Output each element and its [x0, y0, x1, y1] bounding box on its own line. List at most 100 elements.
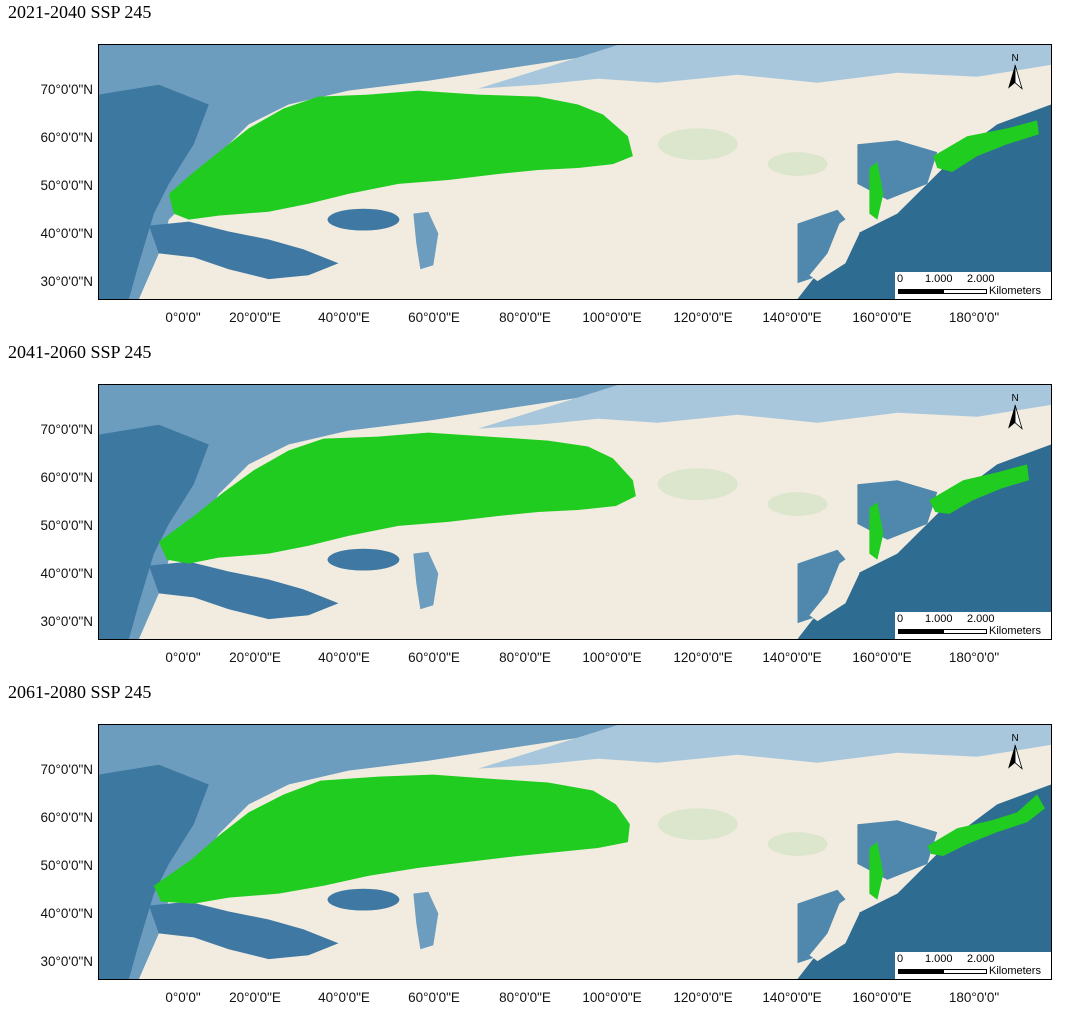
latitude-label: 60°0'0"N	[40, 470, 93, 485]
longitude-label: 100°0'0"E	[582, 650, 642, 665]
scale-bar-black	[898, 629, 944, 634]
longitude-label: 80°0'0"E	[499, 310, 551, 325]
vegetation-patch	[657, 808, 738, 841]
latitude-label: 30°0'0"N	[40, 614, 93, 629]
longitude-label: 120°0'0"E	[673, 310, 733, 325]
caspian-sea	[413, 211, 439, 270]
panel-title: 2021-2040 SSP 245	[8, 2, 152, 22]
longitude-label: 140°0'0"E	[762, 990, 822, 1005]
black-sea	[327, 888, 400, 911]
longitude-label: 60°0'0"E	[408, 310, 460, 325]
map-frame: N 0 1.000 2.000 Kilometers	[98, 44, 1052, 300]
scale-tick-0: 0	[897, 953, 904, 965]
panel-title: 2041-2060 SSP 245	[8, 342, 152, 362]
scale-bar-white	[943, 629, 987, 634]
longitude-label: 100°0'0"E	[582, 310, 642, 325]
arctic-ocean	[478, 45, 1051, 89]
scale-unit: Kilometers	[989, 965, 1041, 977]
latitude-label: 50°0'0"N	[40, 518, 93, 533]
scale-unit: Kilometers	[989, 625, 1041, 637]
latitude-label: 70°0'0"N	[40, 422, 93, 437]
scale-tick-1: 1.000	[925, 953, 953, 965]
longitude-label: 40°0'0"E	[318, 650, 370, 665]
suitable-habitat-europe	[153, 774, 630, 904]
mediterranean-sea	[148, 221, 339, 280]
suitable-habitat-europe	[158, 432, 636, 564]
longitude-label: 20°0'0"E	[229, 650, 281, 665]
map-panel-1: 2021-2040 SSP 245 70°0'0"N 60°0'0"N 50°0'0…	[0, 0, 1087, 330]
map-panel-3: 2061-2080 SSP 245 70°0'0"N 60°0'0"N 50°0'0…	[0, 680, 1087, 1010]
scale-tick-2: 2.000	[967, 613, 995, 625]
mediterranean-sea	[148, 561, 339, 620]
basemap: N	[99, 385, 1051, 639]
latitude-label: 40°0'0"N	[40, 566, 93, 581]
japan-island	[809, 213, 860, 282]
latitude-label: 60°0'0"N	[40, 810, 93, 825]
vegetation-patch	[657, 128, 738, 161]
vegetation-patch	[657, 468, 738, 501]
arctic-ocean	[478, 725, 1051, 769]
caspian-sea	[413, 551, 439, 610]
longitude-label: 160°0'0"E	[852, 650, 912, 665]
scale-tick-0: 0	[897, 273, 904, 285]
longitude-label: 120°0'0"E	[673, 650, 733, 665]
map-frame: N 0 1.000 2.000 Kilometers	[98, 724, 1052, 980]
scale-bar-black	[898, 289, 944, 294]
latitude-label: 40°0'0"N	[40, 226, 93, 241]
latitude-label: 50°0'0"N	[40, 858, 93, 873]
map-panel-2: 2041-2060 SSP 245 70°0'0"N 60°0'0"N 50°0'0…	[0, 340, 1087, 670]
north-label: N	[1011, 53, 1018, 64]
scale-tick-2: 2.000	[967, 953, 995, 965]
mediterranean-sea	[148, 901, 339, 960]
north-atlantic-ocean	[99, 45, 618, 299]
map-frame: N 0 1.000 2.000 Kilometers	[98, 384, 1052, 640]
longitude-label: 40°0'0"E	[318, 310, 370, 325]
vegetation-patch	[767, 832, 828, 856]
deep-ocean-west	[99, 84, 209, 299]
longitude-label: 160°0'0"E	[852, 990, 912, 1005]
longitude-label: 100°0'0"E	[582, 990, 642, 1005]
vegetation-patch	[767, 152, 828, 176]
basemap: N	[99, 45, 1051, 299]
latitude-label: 40°0'0"N	[40, 906, 93, 921]
suitable-habitat-far-east	[869, 842, 884, 900]
black-sea	[327, 208, 400, 231]
north-label: N	[1011, 733, 1018, 744]
suitable-habitat-kamchatka	[929, 464, 1030, 514]
longitude-label: 40°0'0"E	[318, 990, 370, 1005]
longitude-label: 0°0'0"	[165, 310, 201, 325]
longitude-label: 180°0'0"	[948, 650, 1000, 665]
suitable-habitat-kamchatka	[933, 120, 1040, 172]
north-arrow-icon: N	[1008, 393, 1023, 430]
longitude-label: 160°0'0"E	[852, 310, 912, 325]
deep-ocean-west	[99, 424, 209, 639]
north-arrow-icon: N	[1008, 733, 1023, 770]
latitude-label: 70°0'0"N	[40, 762, 93, 777]
latitude-label: 30°0'0"N	[40, 274, 93, 289]
suitable-habitat-europe	[168, 90, 633, 220]
longitude-label: 120°0'0"E	[673, 990, 733, 1005]
basemap: N	[99, 725, 1051, 979]
latitude-label: 50°0'0"N	[40, 178, 93, 193]
longitude-label: 80°0'0"E	[499, 990, 551, 1005]
caspian-sea	[413, 891, 439, 950]
black-sea	[327, 548, 400, 571]
deep-ocean-west	[99, 764, 209, 979]
scale-bar-black	[898, 969, 944, 974]
longitude-label: 60°0'0"E	[408, 990, 460, 1005]
longitude-label: 20°0'0"E	[229, 310, 281, 325]
latitude-label: 70°0'0"N	[40, 82, 93, 97]
suitable-habitat-far-east	[869, 502, 884, 560]
panel-title: 2061-2080 SSP 245	[8, 682, 152, 702]
longitude-label: 0°0'0"	[165, 990, 201, 1005]
arctic-ocean	[478, 385, 1051, 429]
japan-island	[809, 893, 860, 962]
vegetation-patch	[767, 492, 828, 516]
latitude-label: 30°0'0"N	[40, 954, 93, 969]
scale-bar-white	[943, 289, 987, 294]
scale-bar: 0 1.000 2.000 Kilometers	[895, 952, 1051, 979]
longitude-label: 180°0'0"	[948, 310, 1000, 325]
longitude-label: 20°0'0"E	[229, 990, 281, 1005]
scale-tick-0: 0	[897, 613, 904, 625]
scale-bar: 0 1.000 2.000 Kilometers	[895, 612, 1051, 639]
